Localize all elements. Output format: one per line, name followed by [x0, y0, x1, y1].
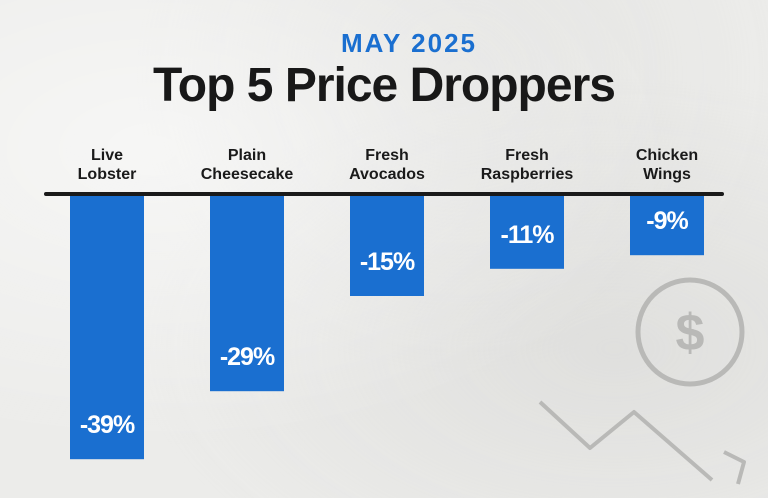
category-label-live-lobster-line-2: Lobster: [78, 166, 137, 183]
value-label-live-lobster: -39%: [80, 411, 135, 439]
bars-group: -39% -29% -15% -11% -9%: [70, 194, 704, 460]
value-label-chicken-wings: -9%: [646, 207, 688, 235]
value-label-fresh-avocados: -15%: [360, 248, 415, 276]
category-label-fresh-avocados-line-2: Avocados: [349, 166, 425, 183]
dollar-coin-icon: $: [635, 277, 745, 387]
category-label-fresh-raspberries-line-1: Fresh: [505, 147, 549, 164]
downward-trend-arrow-icon: [538, 400, 746, 485]
value-label-fresh-raspberries: -11%: [501, 221, 555, 249]
category-label-plain-cheesecake-line-2: Cheesecake: [201, 166, 294, 183]
category-label-live-lobster-line-1: Live: [91, 147, 123, 164]
bar-fresh-raspberries: [490, 194, 564, 269]
svg-text:$: $: [676, 304, 705, 362]
bar-chicken-wings: [630, 194, 704, 256]
category-label-plain-cheesecake-line-1: Plain: [228, 147, 266, 164]
category-label-fresh-raspberries-line-2: Raspberries: [481, 166, 574, 183]
bar-plain-cheesecake: [210, 194, 284, 392]
chart-title: Top 5 Price Droppers: [153, 59, 616, 112]
bar-live-lobster: [70, 194, 144, 460]
bar-fresh-avocados: [350, 194, 424, 296]
decoration-group: $: [538, 277, 746, 485]
chart-eyebrow-date: MAY 2025: [341, 28, 477, 58]
category-label-chicken-wings-line-1: Chicken: [636, 147, 698, 164]
category-label-fresh-avocados-line-1: Fresh: [365, 147, 409, 164]
category-labels: Live Lobster Plain Cheesecake Fresh Avocados F…: [78, 147, 698, 183]
value-label-plain-cheesecake: -29%: [220, 343, 275, 371]
category-label-chicken-wings-line-2: Wings: [643, 166, 691, 183]
